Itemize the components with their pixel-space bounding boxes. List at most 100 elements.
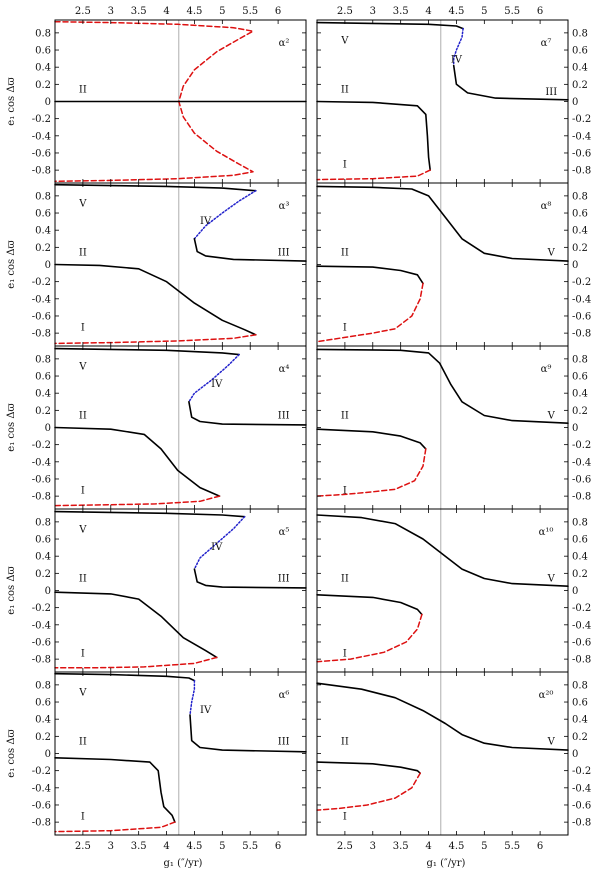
x-tick-label-top: 4: [425, 6, 431, 17]
region-label: I: [343, 322, 347, 333]
region-label: II: [79, 85, 87, 96]
y-tick-label: -0.6: [572, 148, 591, 159]
series-unstable-3: [316, 282, 424, 343]
region-label: III: [545, 87, 557, 98]
panel-title: α⁹: [541, 364, 552, 375]
series-stable-1: [54, 183, 257, 192]
x-tick-label-bottom: 3: [108, 841, 114, 852]
x-tick-label-bottom: 5.5: [504, 841, 520, 852]
panel-title: α⁸: [541, 201, 552, 212]
panel-frame: [54, 671, 307, 836]
y-tick-label: 0.2: [35, 406, 51, 417]
y-tick-label: -0.4: [32, 294, 51, 305]
region-label: III: [278, 737, 290, 748]
series-stable-1: [316, 348, 569, 424]
panel-frame: [54, 508, 307, 673]
series-stable-2: [316, 594, 423, 616]
y-axis-label: e₁ cos Δϖ: [6, 729, 17, 777]
y-tick-label: 0.2: [572, 80, 588, 91]
y-tick-label: 0.6: [572, 46, 588, 57]
y-tick-label: -0.4: [32, 620, 51, 631]
y-tick-label: 0: [572, 260, 578, 271]
y-tick-label: 0.4: [572, 63, 588, 74]
series-stable-3: [189, 714, 307, 753]
y-tick-label: -0.6: [32, 474, 51, 485]
y-tick-label: 0.8: [35, 191, 51, 202]
y-tick-label: -0.6: [572, 474, 591, 485]
y-tick-label: 0.2: [572, 732, 588, 743]
series-stable-2: [316, 428, 427, 450]
region-label: I: [343, 159, 347, 170]
y-tick-label: -0.8: [572, 492, 591, 503]
x-tick-label-bottom: 4.5: [448, 841, 464, 852]
series-stable-4: [54, 757, 176, 823]
y-tick-label: 0.4: [35, 552, 51, 563]
panel-2: 2.5 3 3.5 4 4.5 5 5.5 6 0.8 0.6 0.4 0.2 0 -0.2 -0.4 -0.…: [316, 6, 591, 184]
y-tick-label: 0.6: [35, 535, 51, 546]
series-unstable-5: [54, 334, 257, 345]
y-tick-label: -0.8: [32, 818, 51, 829]
region-label: V: [78, 199, 87, 210]
panel-9: 2.5 3 3.5 4 4.5 5 5.5 6 0.8 0.6 0.4 0.2 0 -0.2 -0.4 -0.…: [6, 671, 307, 852]
region-label: IV: [211, 542, 223, 553]
y-tick-label: -0.2: [572, 114, 591, 125]
series-unstable-5: [316, 169, 431, 181]
x-tick-label-top: 4.5: [186, 6, 202, 17]
panel-title: α⁶: [279, 690, 290, 701]
region-label: II: [341, 737, 349, 748]
y-tick-label: -0.8: [572, 655, 591, 666]
series-stable-4: [54, 263, 257, 336]
x-tick-label-bottom: 3.5: [393, 841, 409, 852]
y-tick-label: 0: [572, 423, 578, 434]
y-tick-label: -0.2: [572, 440, 591, 451]
panel-title: α⁴: [279, 364, 290, 375]
y-tick-label: -0.8: [32, 329, 51, 340]
panel-title: α⁷: [541, 38, 552, 49]
region-label: II: [341, 85, 349, 96]
region-label: II: [341, 574, 349, 585]
y-tick-label: -0.8: [32, 492, 51, 503]
region-label: V: [547, 737, 556, 748]
y-tick-label: -0.6: [572, 637, 591, 648]
panel-6: 0.8 0.6 0.4 0.2 0 -0.2 -0.4 -0.6 -0.8 II V Iα⁹: [316, 345, 591, 510]
panel-frame: [316, 182, 569, 347]
panel-title: α¹⁰: [539, 527, 554, 538]
panel-title: α⁵: [279, 527, 290, 538]
x-tick-label-bottom: 2.5: [75, 841, 91, 852]
panel-frame: [316, 508, 569, 673]
panel-frame: [316, 671, 569, 836]
region-label: I: [81, 811, 85, 822]
y-tick-label: 0: [572, 97, 578, 108]
region-label: V: [340, 36, 349, 47]
y-tick-label: 0.8: [35, 28, 51, 39]
region-label: V: [78, 362, 87, 373]
series-stable-1: [54, 347, 240, 356]
series-stable-1: [54, 510, 246, 518]
y-tick-label: -0.4: [572, 620, 591, 631]
x-tick-label-bottom: 5: [481, 841, 487, 852]
y-tick-label: -0.4: [572, 457, 591, 468]
region-label: V: [547, 411, 556, 422]
panel-frame: [316, 345, 569, 510]
y-tick-label: -0.8: [32, 166, 51, 177]
region-label: I: [343, 485, 347, 496]
y-tick-label: -0.4: [572, 131, 591, 142]
region-label: III: [278, 248, 290, 259]
y-tick-label: -0.6: [572, 311, 591, 322]
series-transition-2: [193, 515, 246, 570]
panel-1: 2.5 3 3.5 4 4.5 5 5.5 6 0.8 0.6 0.4 0.2 0 -0.2 -0.4 -0.…: [6, 6, 307, 184]
y-tick-label: 0.8: [572, 517, 588, 528]
region-label: V: [78, 525, 87, 536]
region-label: V: [78, 688, 87, 699]
region-label: I: [343, 811, 347, 822]
region-label: II: [79, 737, 87, 748]
x-tick-label-bottom: 4: [163, 841, 169, 852]
panel-title: α²⁰: [539, 690, 554, 701]
y-tick-label: 0.8: [572, 354, 588, 365]
x-tick-label-top: 4.5: [448, 6, 464, 17]
y-tick-label: -0.4: [572, 783, 591, 794]
y-tick-label: -0.6: [32, 148, 51, 159]
x-axis-label-right: g₁ (″/yr): [427, 858, 466, 869]
series-stable-1: [316, 185, 569, 262]
